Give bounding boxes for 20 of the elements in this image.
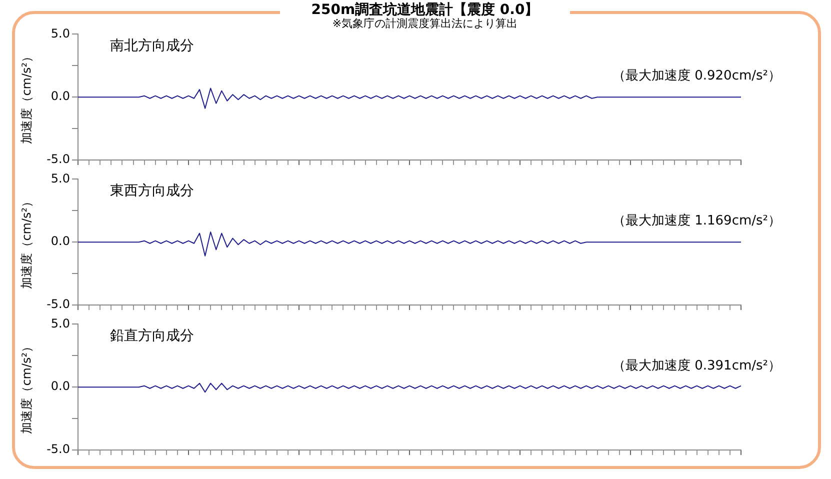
chart-subtitle: ※気象庁の計測震度算出法により算出 [331,17,519,31]
y-tick-label: 5.0 [50,26,70,40]
chart-title: 250m調査坑道地震計【震度 0.0】 [310,2,540,18]
y-axis-title: 加速度（cm/s²） [19,50,34,144]
annotation: （最大加速度 0.920cm/s²） [612,68,781,84]
y-tick-label: 0.0 [50,379,70,394]
y-tick-label: 5.0 [50,316,70,330]
y-axis-title: 加速度（cm/s²） [19,195,34,289]
annotation: 鉛直方向成分 [110,328,194,344]
y-tick-label: -5.0 [46,297,70,312]
y-tick-label: 5.0 [50,171,70,186]
y-tick-label: 0.0 [50,89,70,104]
annotation: （最大加速度 1.169cm/s²） [612,212,781,229]
y-axis-title: 加速度（cm/s²） [19,340,34,434]
annotation: 南北方向成分 [110,38,194,54]
y-tick-label: -5.0 [46,152,70,166]
annotation: 東西方向成分 [110,182,194,199]
annotation: （最大加速度 0.391cm/s²） [612,358,781,374]
y-tick-label: 0.0 [50,234,70,248]
y-tick-label: -5.0 [46,442,70,456]
